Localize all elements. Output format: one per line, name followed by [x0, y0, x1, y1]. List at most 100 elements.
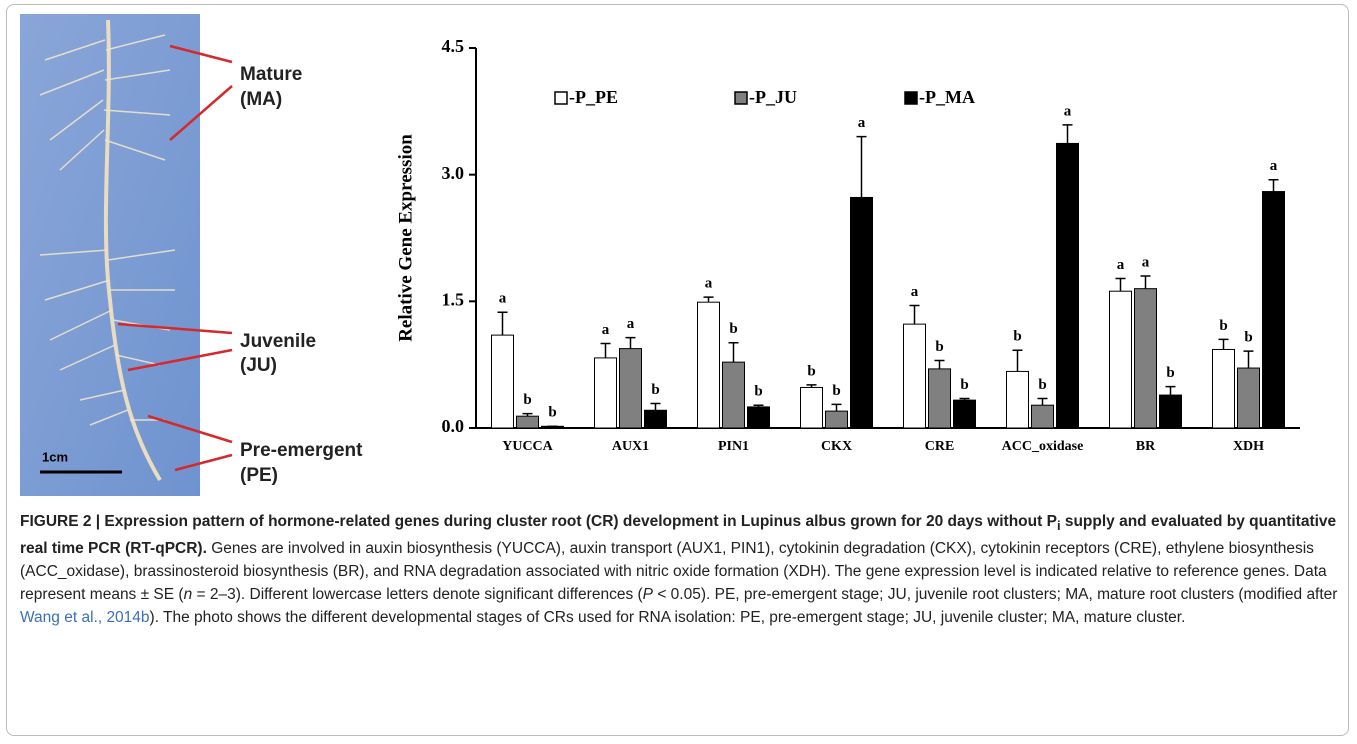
error-bar: [601, 344, 611, 358]
error-bar: [1116, 279, 1126, 292]
error-bar: [1166, 387, 1176, 395]
error-bar: [729, 343, 739, 362]
error-bar: [498, 312, 508, 335]
legend-label: -P_JU: [749, 87, 797, 107]
y-axis-label: Relative Gene Expression: [395, 134, 416, 342]
x-tick-label: PIN1: [718, 439, 749, 454]
significance-letter: b: [960, 377, 968, 393]
error-bar: [704, 297, 714, 302]
bar: [1110, 291, 1132, 428]
error-bar: [857, 137, 867, 198]
bar: [698, 302, 720, 428]
y-tick-label: 4.5: [442, 36, 465, 56]
error-bar: [1141, 276, 1151, 289]
significance-letter: a: [602, 322, 610, 338]
y-tick-label: 0.0: [442, 416, 465, 436]
bar: [1213, 349, 1235, 428]
significance-letter: a: [499, 291, 507, 307]
x-tick-label: BR: [1136, 439, 1156, 454]
x-tick-label: YUCCA: [502, 439, 553, 454]
error-bar: [626, 338, 636, 349]
stage-label: Mature: [240, 64, 302, 85]
bar: [1032, 405, 1054, 428]
caption-body: < 0.05). PE, pre-emergent stage; JU, juv…: [653, 586, 1337, 603]
x-tick-label: XDH: [1233, 439, 1264, 454]
significance-letter: b: [1166, 365, 1174, 381]
legend-marker: [905, 92, 917, 104]
bar: [1160, 395, 1182, 428]
scale-bar-label: 1cm: [42, 449, 68, 464]
bar: [492, 335, 514, 428]
x-tick-label: ACC_oxidase: [1002, 439, 1084, 454]
bar: [851, 197, 873, 428]
error-bar: [651, 404, 661, 411]
photo: 1cm Mature (MA) Juvenile (JU) Pre-emerge…: [20, 14, 363, 496]
error-bar: [832, 404, 842, 411]
legend-marker: [735, 92, 747, 104]
bar: [826, 411, 848, 428]
significance-letter: a: [627, 316, 635, 332]
error-bar: [935, 360, 945, 368]
significance-letter: b: [935, 339, 943, 355]
x-tick-label: AUX1: [612, 439, 649, 454]
legend-label: -P_MA: [919, 87, 975, 107]
bar: [748, 407, 770, 428]
stage-label: (PE): [240, 465, 278, 486]
significance-letter: a: [705, 276, 713, 292]
significance-letter: a: [858, 115, 866, 131]
caption-title: FIGURE 2 | Expression pattern of hormone…: [20, 513, 1057, 530]
stage-label: (MA): [240, 89, 282, 110]
caption-body: P: [643, 586, 653, 603]
y-tick-label: 3.0: [442, 163, 465, 183]
bar: [1135, 289, 1157, 428]
bar: [1007, 371, 1029, 428]
error-bar: [1269, 180, 1279, 192]
caption-body: ). The photo shows the different develop…: [150, 609, 1186, 626]
chart: 0.0 1.5 3.0 4.5 YUCCA a b b AUX1 a a b PIN1 a b b CKX b b a…: [442, 36, 1301, 454]
error-bar: [1244, 351, 1254, 368]
bar: [620, 349, 642, 428]
page: 1cm Mature (MA) Juvenile (JU) Pre-emerge…: [0, 0, 1357, 744]
caption-body: n: [184, 586, 193, 603]
bar: [929, 369, 951, 428]
error-bar: [1013, 350, 1023, 371]
significance-letter: b: [523, 392, 531, 408]
significance-letter: b: [1244, 330, 1252, 346]
caption: FIGURE 2 | Expression pattern of hormone…: [20, 510, 1340, 629]
error-bar: [1038, 398, 1048, 405]
legend-label: -P_PE: [569, 87, 618, 107]
stage-label: Juvenile: [240, 331, 316, 352]
stage-label: Pre-emergent: [240, 440, 363, 461]
bar: [801, 387, 823, 428]
bar: [723, 362, 745, 428]
reference-link[interactable]: Wang et al., 2014b: [20, 609, 150, 626]
bar: [517, 416, 539, 428]
significance-letter: a: [1064, 103, 1072, 119]
significance-letter: b: [807, 363, 815, 379]
error-bar: [1219, 339, 1229, 349]
bar: [904, 324, 926, 428]
significance-letter: b: [832, 383, 840, 399]
significance-letter: b: [754, 384, 762, 400]
bar: [1238, 368, 1260, 428]
x-tick-label: CRE: [925, 439, 955, 454]
bar: [954, 400, 976, 428]
legend-marker: [555, 92, 567, 104]
error-bar: [910, 306, 920, 325]
bar: [1263, 192, 1285, 428]
error-bar: [1063, 125, 1073, 144]
significance-letter: a: [911, 284, 919, 300]
x-tick-label: CKX: [821, 439, 852, 454]
stage-label: (JU): [240, 355, 277, 376]
significance-letter: b: [1038, 377, 1046, 393]
significance-letter: b: [729, 321, 737, 337]
figure: 1cm Mature (MA) Juvenile (JU) Pre-emerge…: [0, 0, 1357, 505]
significance-letter: a: [1270, 158, 1278, 174]
significance-letter: b: [651, 382, 659, 398]
bar: [1057, 143, 1079, 428]
y-tick-label: 1.5: [442, 289, 465, 309]
bar: [645, 410, 667, 428]
significance-letter: a: [1142, 254, 1150, 270]
significance-letter: b: [1013, 329, 1021, 345]
caption-body: = 2–3). Different lowercase letters deno…: [192, 586, 642, 603]
